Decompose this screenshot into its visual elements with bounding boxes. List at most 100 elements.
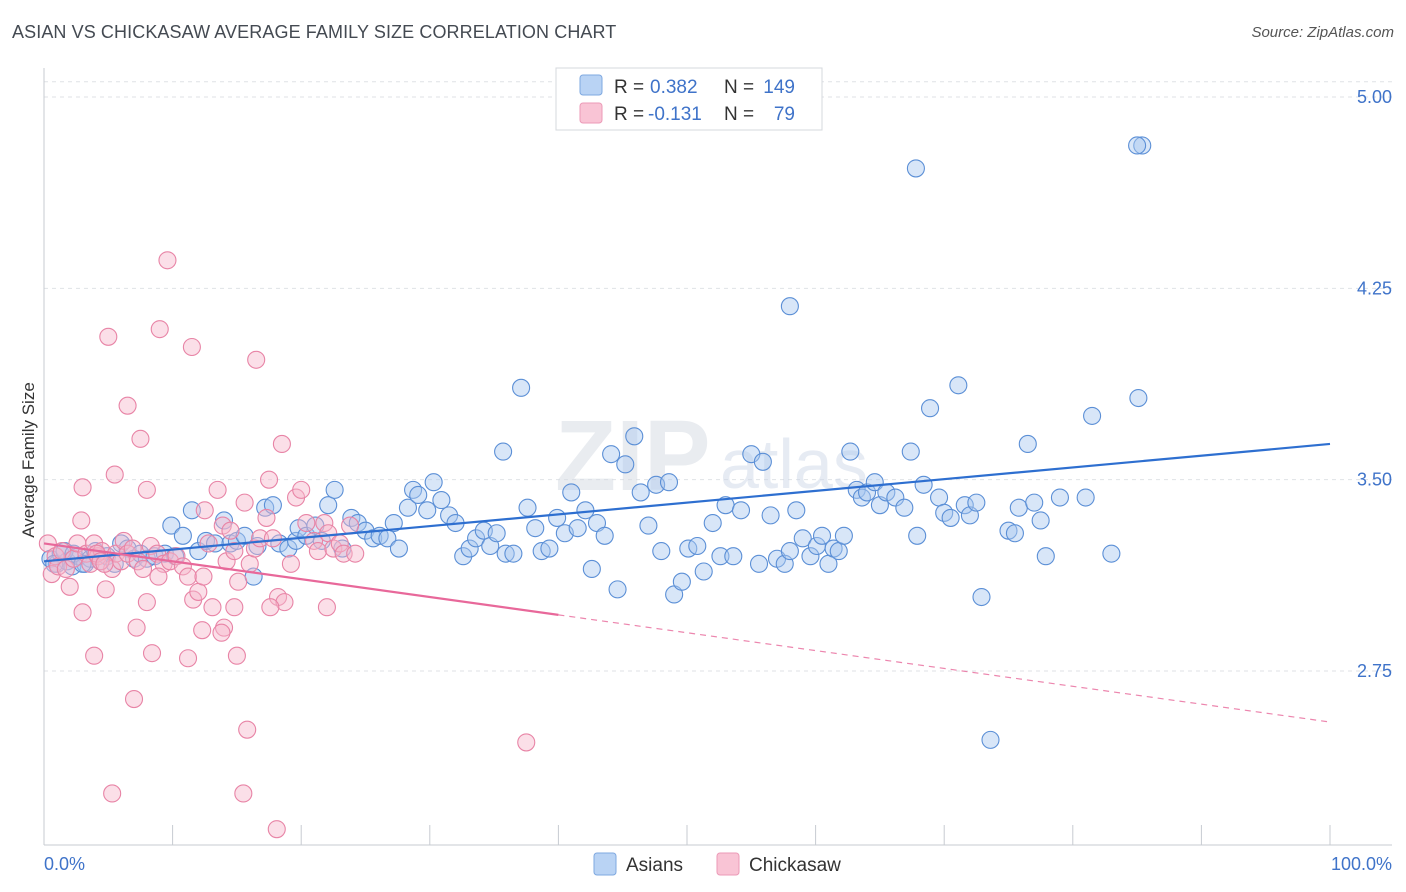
point-asians	[1031, 511, 1050, 530]
point-chickasaw	[105, 465, 124, 484]
point-asians	[424, 473, 443, 492]
point-asians	[711, 547, 730, 566]
point-asians	[496, 544, 515, 563]
point-chickasaw	[158, 251, 177, 270]
point-asians	[1133, 136, 1152, 155]
point-chickasaw	[247, 350, 266, 369]
point-chickasaw	[73, 603, 92, 622]
point-asians	[908, 526, 927, 545]
point-asians	[418, 501, 437, 520]
point-chickasaw	[275, 593, 294, 612]
point-chickasaw	[133, 559, 153, 579]
point-chickasaw	[96, 580, 115, 599]
point-asians	[761, 506, 780, 525]
point-asians	[921, 399, 940, 418]
point-chickasaw	[195, 501, 214, 520]
point-asians	[955, 496, 974, 515]
point-asians	[906, 159, 925, 178]
point-asians	[780, 297, 799, 316]
y-axis-label: Average Family Size	[19, 382, 38, 538]
point-chickasaw	[259, 470, 279, 489]
point-asians	[672, 572, 691, 591]
point-chickasaw	[235, 493, 254, 512]
y-tick-label: 4.25	[1357, 278, 1392, 298]
point-asians	[914, 475, 933, 494]
point-asians	[780, 542, 799, 561]
point-chickasaw	[214, 618, 234, 637]
y-tick-label: 2.75	[1357, 661, 1392, 681]
point-asians	[852, 488, 871, 507]
point-chickasaw	[178, 567, 198, 586]
point-chickasaw	[341, 516, 360, 535]
point-chickasaw	[240, 554, 259, 573]
series-chickasaw	[38, 251, 536, 839]
point-asians	[857, 483, 877, 502]
point-asians	[731, 501, 751, 520]
point-chickasaw	[193, 621, 212, 640]
point-chickasaw	[149, 567, 168, 586]
point-asians	[595, 526, 614, 545]
point-chickasaw	[95, 554, 114, 573]
point-asians	[1076, 488, 1095, 507]
point-asians	[389, 539, 408, 558]
point-asians	[834, 526, 853, 545]
point-chickasaw	[203, 598, 222, 617]
point-asians	[173, 526, 192, 545]
point-asians	[325, 480, 344, 499]
point-chickasaw	[238, 720, 257, 739]
point-chickasaw	[346, 544, 365, 563]
point-asians	[694, 562, 713, 581]
point-chickasaw	[221, 521, 240, 540]
point-asians	[659, 473, 679, 492]
point-asians	[793, 529, 812, 548]
point-chickasaw	[127, 618, 146, 637]
point-asians	[467, 529, 486, 548]
point-chickasaw	[199, 534, 218, 553]
point-asians	[487, 524, 506, 543]
point-asians	[1128, 136, 1147, 155]
point-asians	[548, 508, 567, 527]
point-asians	[941, 508, 960, 527]
point-asians	[1083, 406, 1102, 425]
point-asians	[73, 554, 92, 573]
point-asians	[829, 542, 848, 561]
point-asians	[1036, 547, 1055, 566]
point-asians	[1050, 488, 1069, 507]
point-asians	[967, 493, 986, 512]
point-chickasaw	[227, 646, 246, 665]
y-tick-label: 3.50	[1357, 470, 1392, 490]
y-tick-label: 5.00	[1357, 87, 1392, 107]
point-asians	[568, 519, 587, 538]
legend-swatch-chickasaw	[579, 102, 603, 124]
point-asians	[1025, 493, 1044, 512]
trend-lines	[43, 442, 1331, 723]
point-asians	[688, 536, 707, 556]
legend-r-value-asians: 0.382	[650, 77, 698, 98]
point-asians	[703, 513, 722, 533]
point-chickasaw	[292, 480, 311, 499]
point-chickasaw	[263, 529, 282, 548]
point-chickasaw	[131, 429, 150, 448]
point-asians	[409, 485, 428, 505]
point-chickasaw	[194, 567, 213, 586]
point-asians	[1129, 388, 1148, 408]
trend-line-chickasaw	[43, 542, 559, 616]
point-asians	[1009, 498, 1028, 517]
point-chickasaw	[245, 539, 264, 558]
point-asians	[801, 547, 820, 566]
point-asians	[886, 488, 905, 507]
trend-line-chickasaw-extrapolated	[558, 614, 1331, 723]
point-asians	[787, 501, 806, 520]
point-chickasaw	[118, 396, 137, 415]
point-asians	[319, 496, 338, 515]
point-chickasaw	[267, 820, 286, 839]
point-asians	[1018, 434, 1037, 454]
point-asians	[639, 516, 658, 535]
point-asians	[625, 427, 644, 446]
point-asians	[162, 516, 181, 535]
point-asians	[652, 542, 671, 561]
point-asians	[895, 498, 914, 517]
axes	[43, 68, 1392, 846]
point-asians	[631, 483, 650, 502]
